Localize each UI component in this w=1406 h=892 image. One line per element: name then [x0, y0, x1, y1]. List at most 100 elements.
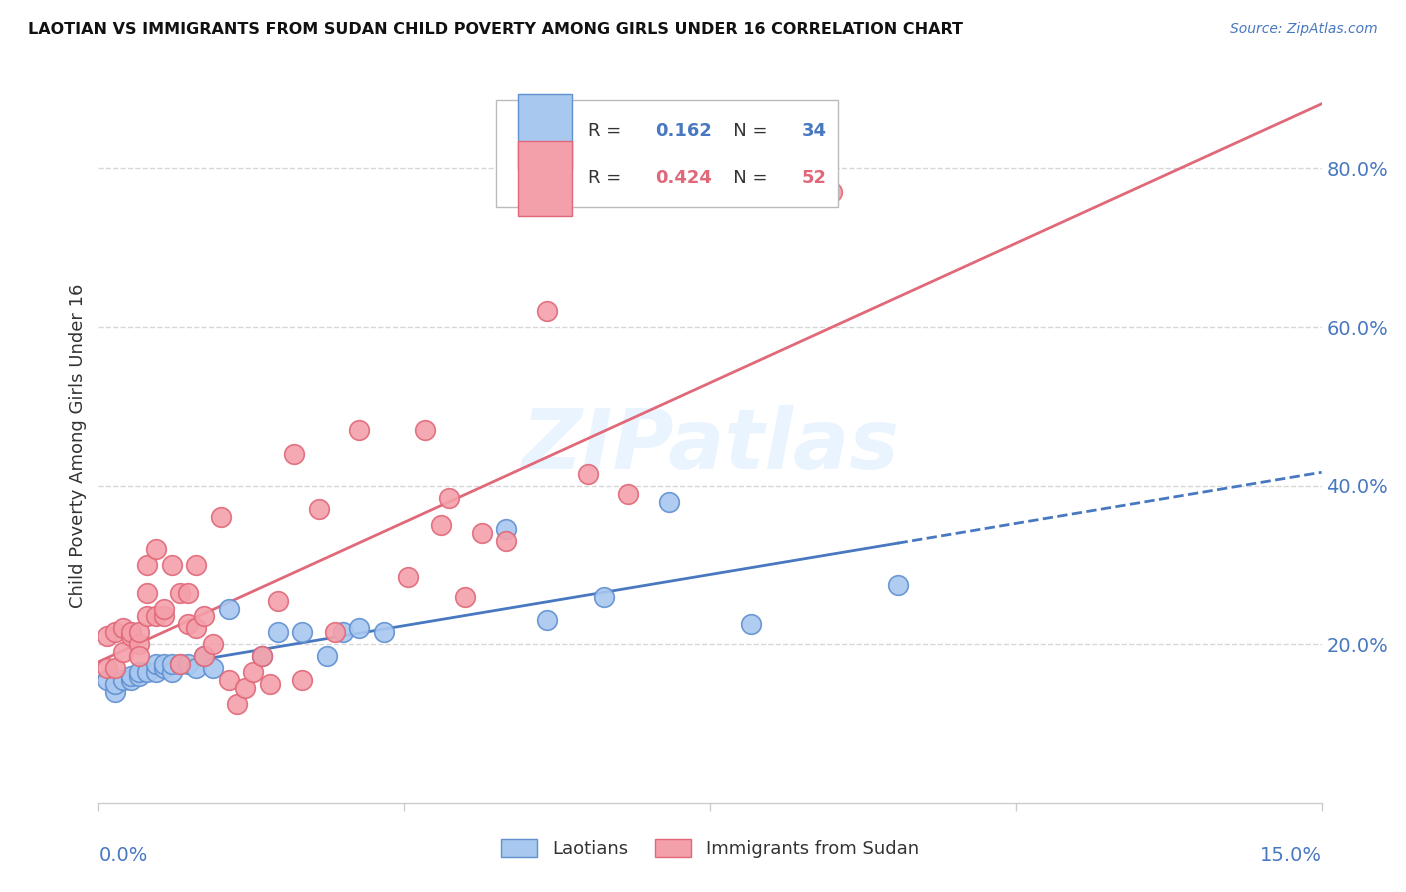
Point — [396, 570, 419, 584]
Text: LAOTIAN VS IMMIGRANTS FROM SUDAN CHILD POVERTY AMONG GIRLS UNDER 16 CORRELATION : LAOTIAN VS IMMIGRANTS FROM SUDAN CHILD P… — [28, 22, 963, 37]
Point — [349, 423, 371, 437]
Point — [128, 665, 150, 679]
Point — [536, 304, 558, 318]
Point — [193, 649, 215, 664]
Point — [96, 673, 118, 687]
Point — [821, 186, 844, 200]
Point — [177, 657, 200, 671]
Point — [259, 677, 281, 691]
Point — [96, 629, 118, 643]
Point — [152, 601, 174, 615]
Point — [169, 657, 191, 671]
FancyBboxPatch shape — [496, 100, 838, 207]
Text: R =: R = — [588, 169, 627, 187]
Text: 15.0%: 15.0% — [1260, 846, 1322, 864]
Point — [218, 673, 240, 687]
Point — [120, 673, 142, 687]
Text: 34: 34 — [801, 122, 827, 140]
Point — [169, 657, 191, 671]
Point — [128, 649, 150, 664]
Point — [267, 593, 290, 607]
Text: N =: N = — [716, 122, 773, 140]
Point — [233, 681, 256, 695]
Point — [201, 661, 224, 675]
Text: R =: R = — [588, 122, 627, 140]
Point — [186, 661, 208, 675]
Point — [160, 657, 183, 671]
Point — [658, 494, 681, 508]
Point — [177, 617, 200, 632]
Point — [160, 665, 183, 679]
Point — [186, 558, 208, 572]
Point — [413, 423, 436, 437]
Point — [145, 542, 167, 557]
Point — [193, 609, 215, 624]
Point — [437, 491, 460, 505]
Point — [120, 669, 142, 683]
Text: 0.424: 0.424 — [655, 169, 711, 187]
Point — [242, 665, 264, 679]
Point — [576, 467, 599, 481]
Point — [136, 665, 159, 679]
Point — [267, 625, 290, 640]
Point — [104, 625, 127, 640]
Point — [96, 661, 118, 675]
Point — [152, 609, 174, 624]
Point — [120, 629, 142, 643]
Point — [145, 609, 167, 624]
Point — [349, 621, 371, 635]
Point — [471, 526, 494, 541]
Point — [193, 649, 215, 664]
Point — [136, 558, 159, 572]
Point — [617, 486, 640, 500]
Point — [209, 510, 232, 524]
Point — [291, 673, 314, 687]
Point — [886, 578, 908, 592]
FancyBboxPatch shape — [517, 141, 572, 216]
Point — [373, 625, 395, 640]
Point — [454, 590, 477, 604]
Point — [177, 585, 200, 599]
Text: N =: N = — [716, 169, 773, 187]
Point — [291, 625, 314, 640]
Point — [136, 609, 159, 624]
Point — [152, 661, 174, 675]
Point — [120, 625, 142, 640]
Text: 52: 52 — [801, 169, 827, 187]
Point — [593, 590, 616, 604]
Point — [250, 649, 273, 664]
Y-axis label: Child Poverty Among Girls Under 16: Child Poverty Among Girls Under 16 — [69, 284, 87, 608]
Text: 0.162: 0.162 — [655, 122, 711, 140]
Point — [128, 637, 150, 651]
Point — [740, 617, 762, 632]
Text: 0.0%: 0.0% — [98, 846, 148, 864]
Point — [104, 661, 127, 675]
Point — [145, 657, 167, 671]
Point — [128, 669, 150, 683]
Point — [145, 665, 167, 679]
Point — [495, 522, 517, 536]
Point — [430, 518, 453, 533]
Point — [136, 585, 159, 599]
Point — [536, 614, 558, 628]
Point — [495, 534, 517, 549]
Point — [226, 697, 249, 711]
Point — [315, 649, 337, 664]
Point — [104, 677, 127, 691]
Point — [152, 657, 174, 671]
Text: Source: ZipAtlas.com: Source: ZipAtlas.com — [1230, 22, 1378, 37]
Point — [160, 558, 183, 572]
Point — [104, 685, 127, 699]
Point — [111, 645, 134, 659]
Point — [111, 621, 134, 635]
Point — [169, 585, 191, 599]
Point — [218, 601, 240, 615]
Legend: Laotians, Immigrants from Sudan: Laotians, Immigrants from Sudan — [494, 831, 927, 865]
Text: ZIPatlas: ZIPatlas — [522, 406, 898, 486]
FancyBboxPatch shape — [517, 95, 572, 169]
Point — [308, 502, 330, 516]
Point — [111, 673, 134, 687]
Point — [201, 637, 224, 651]
Point — [186, 621, 208, 635]
Point — [323, 625, 346, 640]
